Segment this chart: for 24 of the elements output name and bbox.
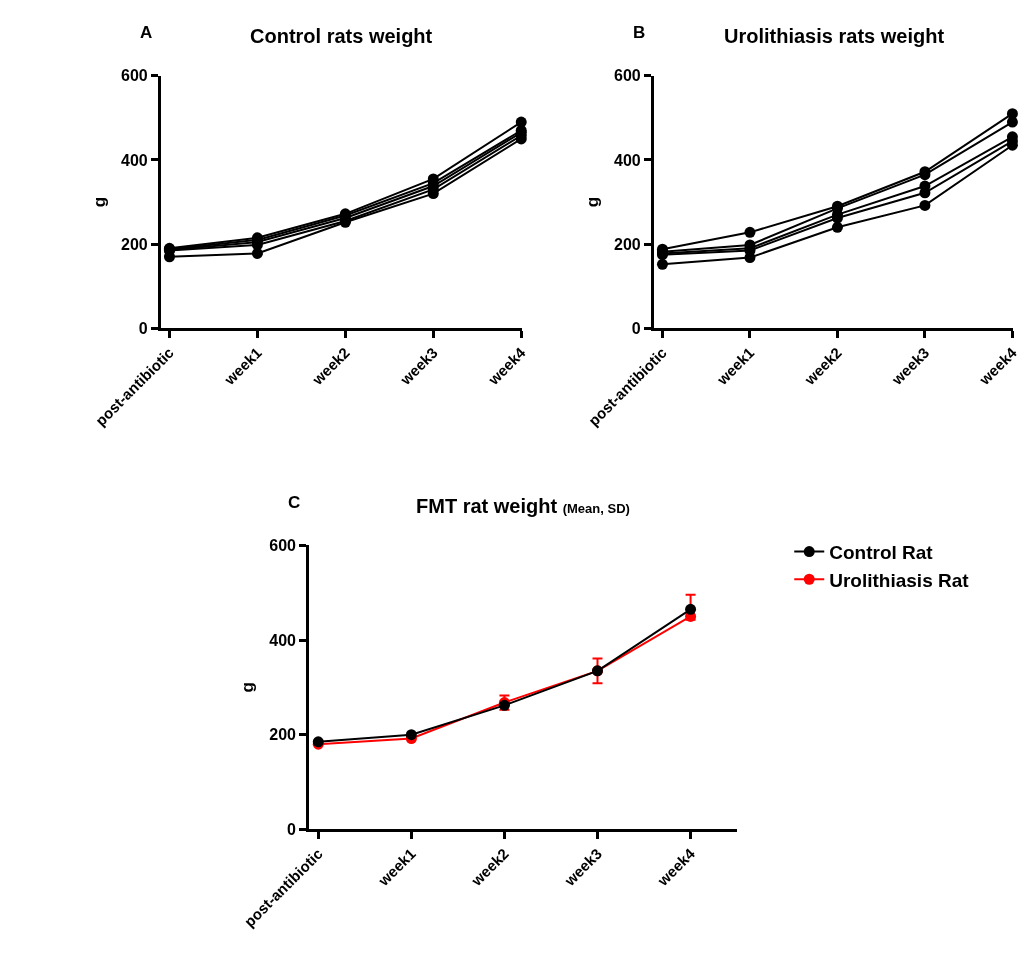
y-tick-label: 600 (121, 67, 148, 85)
y-tick-label: 400 (121, 151, 148, 169)
legend-label: Urolithiasis Rat (829, 569, 970, 591)
chart-title: Control rats weight (250, 25, 433, 47)
y-tick-label: 600 (614, 67, 641, 85)
chart-title: FMT rat weight (416, 495, 558, 517)
chart-title: Urolithiasis rats weight (724, 25, 945, 47)
y-axis-title: g (237, 682, 257, 693)
y-tick-label: 0 (631, 319, 641, 337)
text: A (140, 23, 153, 42)
y-tick-label: 200 (269, 726, 297, 744)
text: B (633, 23, 646, 42)
y-tick-label: 200 (121, 235, 148, 253)
y-tick-label: 600 (269, 537, 297, 555)
y-tick-label: 400 (269, 631, 297, 649)
y-axis-title: g (582, 196, 602, 208)
text: C (288, 493, 301, 512)
y-tick-label: 400 (614, 151, 641, 169)
chart-subtitle: (Mean, SD) (562, 501, 630, 516)
legend-label: Control Rat (829, 541, 934, 563)
y-tick-label: 0 (287, 820, 297, 838)
y-tick-label: 200 (614, 235, 641, 253)
y-axis-title: g (89, 196, 109, 208)
y-tick-label: 0 (138, 319, 148, 337)
